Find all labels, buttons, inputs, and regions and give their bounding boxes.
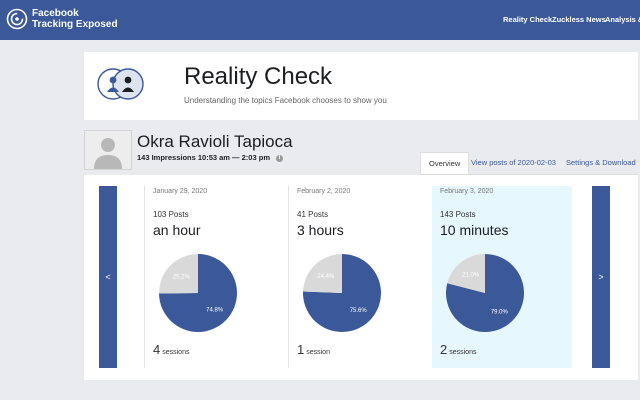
nav-analysis[interactable]: Analysis & E bbox=[605, 15, 640, 24]
sessions-count: 4 bbox=[153, 342, 161, 357]
nav-reality-check[interactable]: Reality Check bbox=[503, 15, 553, 24]
sessions-label: sessions bbox=[162, 349, 190, 356]
sessions-count: 2 bbox=[440, 342, 448, 357]
pie-slice-large bbox=[159, 254, 237, 332]
day-posts-count: 41 Posts bbox=[297, 210, 329, 219]
impressions-text: 143 Impressions 10:53 am — 2:03 pm bbox=[137, 153, 270, 162]
pie-slice-small bbox=[159, 254, 198, 294]
users-icon bbox=[97, 68, 144, 100]
pie-label-small: 21.0% bbox=[462, 273, 480, 279]
pie-label-small: 24.4% bbox=[317, 274, 335, 280]
page-title: Reality Check bbox=[184, 63, 333, 90]
day-duration: 10 minutes bbox=[440, 222, 509, 238]
avatar bbox=[84, 130, 132, 170]
day-column[interactable]: January 29, 2020 103 Posts an hour 25.2%… bbox=[144, 186, 285, 368]
day-column-selected[interactable]: February 3, 2020 143 Posts 10 minutes 21… bbox=[432, 186, 572, 368]
day-posts-count: 143 Posts bbox=[440, 210, 476, 219]
page-subtitle: Understanding the topics Facebook choose… bbox=[184, 96, 387, 105]
day-date: February 3, 2020 bbox=[440, 188, 494, 195]
app-name-line1: Facebook bbox=[32, 8, 79, 19]
day-pie-chart: 21.0% 79.0% bbox=[446, 254, 524, 332]
sessions-count: 1 bbox=[297, 342, 305, 357]
pie-label-small: 25.2% bbox=[173, 275, 191, 281]
header-card: Reality Check Understanding the topics F… bbox=[84, 52, 638, 120]
app-name-line2: Tracking Exposed bbox=[32, 19, 118, 30]
profile-meta: 143 Impressions 10:53 am — 2:03 pm i bbox=[137, 153, 283, 162]
tab-settings-download[interactable]: Settings & Download bbox=[566, 158, 636, 167]
day-date: January 29, 2020 bbox=[153, 188, 208, 195]
person-silhouette-icon bbox=[94, 138, 122, 169]
sessions-label: session bbox=[306, 349, 330, 356]
day-duration: an hour bbox=[153, 222, 201, 238]
day-posts-count: 103 Posts bbox=[153, 210, 189, 219]
app-name[interactable]: Facebook Tracking Exposed bbox=[32, 8, 118, 30]
day-column[interactable]: February 2, 2020 41 Posts 3 hours 24.4% … bbox=[288, 186, 429, 368]
prev-button[interactable]: < bbox=[99, 186, 117, 368]
top-bar: Facebook Tracking Exposed Reality Check … bbox=[0, 0, 640, 40]
info-icon[interactable]: i bbox=[275, 154, 283, 162]
pie-slice-small bbox=[303, 254, 342, 293]
pie-slice-small bbox=[447, 254, 485, 293]
pie-label-large: 75.6% bbox=[350, 308, 368, 314]
tab-overview[interactable]: Overview bbox=[420, 152, 470, 175]
day-date: February 2, 2020 bbox=[297, 188, 351, 195]
day-pie-chart: 25.2% 74.8% bbox=[159, 254, 237, 332]
day-pie-chart: 24.4% 75.6% bbox=[303, 254, 381, 332]
profile-name: Okra Ravioli Tapioca bbox=[137, 132, 293, 151]
day-duration: 3 hours bbox=[297, 222, 344, 238]
nav-zuckless-news[interactable]: Zuckless News bbox=[552, 15, 606, 24]
sessions-label: sessions bbox=[449, 349, 477, 356]
day-sessions: 2 sessions bbox=[440, 341, 476, 359]
day-sessions: 1 session bbox=[297, 341, 330, 359]
tab-divider bbox=[420, 174, 638, 175]
next-button[interactable]: > bbox=[592, 186, 610, 368]
pie-label-large: 79.0% bbox=[491, 309, 509, 315]
tab-view-posts[interactable]: View posts of 2020-02-03 bbox=[471, 158, 556, 167]
day-sessions: 4 sessions bbox=[153, 341, 189, 359]
logo-icon bbox=[6, 8, 28, 30]
pie-label-large: 74.8% bbox=[206, 307, 224, 313]
